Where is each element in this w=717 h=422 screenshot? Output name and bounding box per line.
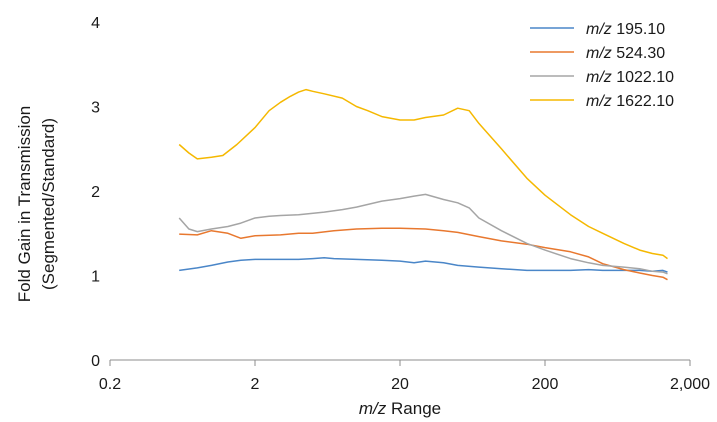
series-lines <box>178 88 668 281</box>
legend-label-value: 1622.10 <box>616 93 674 110</box>
legend-label-value: 524.30 <box>616 45 665 62</box>
y-tick-label: 2 <box>91 184 100 201</box>
legend-label-prefix: m/z <box>586 93 616 110</box>
x-tick-label: 20 <box>391 376 409 393</box>
x-tick-label: 2 <box>251 376 260 393</box>
x-axis-title: m/z Range <box>359 399 441 418</box>
x-tick-label: 2,000 <box>670 376 710 393</box>
y-axis-title-line-2: (Segmented/Standard) <box>39 118 58 290</box>
x-axis-title-italic: m/z <box>359 399 387 418</box>
y-tick-label: 1 <box>91 269 100 286</box>
series-line-2 <box>179 227 668 281</box>
legend-label: m/z 524.30 <box>586 45 665 62</box>
y-axis-title-line-1: Fold Gain in Transmission <box>15 106 34 303</box>
legend-label: m/z 1022.10 <box>586 69 674 86</box>
y-tick-label: 4 <box>91 15 100 32</box>
x-tick-label: 0.2 <box>99 376 121 393</box>
legend-label: m/z 195.10 <box>586 21 665 38</box>
legend-label-value: 195.10 <box>616 21 665 38</box>
legend-label-prefix: m/z <box>586 21 616 38</box>
series-line-4 <box>178 88 668 260</box>
y-tick-label: 3 <box>91 100 100 117</box>
legend-label: m/z 1622.10 <box>586 93 674 110</box>
x-axis-title-rest: Range <box>386 399 441 418</box>
x-tick-label: 200 <box>532 376 559 393</box>
series-line-1 <box>179 257 668 273</box>
y-tick-labels: 0 1 2 3 4 <box>91 15 100 370</box>
y-tick-label: 0 <box>91 353 100 370</box>
legend-label-prefix: m/z <box>586 45 616 62</box>
legend: m/z 195.10m/z 524.30m/z 1022.10m/z 1622.… <box>530 21 674 110</box>
legend-label-value: 1022.10 <box>616 69 674 86</box>
series-line-3 <box>178 193 668 275</box>
y-axis-title: Fold Gain in Transmission (Segmented/Sta… <box>15 106 58 303</box>
x-tick-labels: 0.2 2 20 200 2,000 <box>99 360 710 393</box>
legend-label-prefix: m/z <box>586 69 616 86</box>
